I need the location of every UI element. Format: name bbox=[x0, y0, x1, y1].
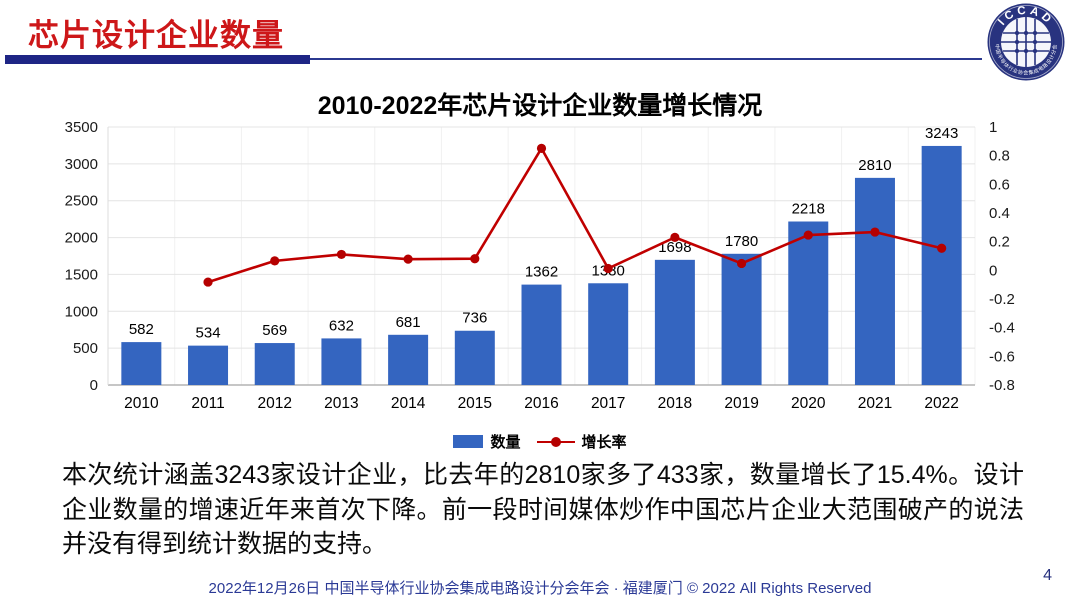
svg-text:582: 582 bbox=[129, 321, 154, 338]
chart-title: 2010-2022年芯片设计企业数量增长情况 bbox=[317, 92, 763, 120]
footer-text: 2022年12月26日 中国半导体行业协会集成电路设计分会年会 · 福建厦门 ©… bbox=[208, 580, 872, 597]
svg-text:0.8: 0.8 bbox=[989, 148, 1010, 165]
summary-paragraph: 本次统计涵盖3243家设计企业，比去年的2810家多了433家，数量增长了15.… bbox=[62, 461, 1024, 558]
svg-text:2014: 2014 bbox=[391, 395, 426, 412]
svg-text:0.4: 0.4 bbox=[989, 205, 1010, 222]
svg-text:2500: 2500 bbox=[65, 193, 98, 210]
svg-text:0: 0 bbox=[90, 377, 98, 394]
svg-text:-0.6: -0.6 bbox=[989, 348, 1015, 365]
header-underline-thick bbox=[5, 55, 310, 64]
line-series-swatch-icon bbox=[536, 436, 575, 447]
svg-text:3243: 3243 bbox=[925, 125, 958, 142]
svg-text:0: 0 bbox=[989, 262, 997, 279]
svg-text:681: 681 bbox=[396, 314, 421, 331]
legend-item-line: 增长率 bbox=[536, 431, 627, 452]
svg-text:2022: 2022 bbox=[924, 395, 958, 412]
legend-item-bar: 数量 bbox=[453, 431, 521, 452]
header-underline-thin bbox=[310, 58, 982, 60]
svg-text:2010: 2010 bbox=[124, 395, 159, 412]
svg-text:-0.8: -0.8 bbox=[989, 377, 1015, 394]
svg-text:1: 1 bbox=[989, 119, 997, 136]
bar-series-swatch-icon bbox=[453, 435, 484, 448]
svg-text:0.2: 0.2 bbox=[989, 234, 1010, 251]
svg-text:-0.2: -0.2 bbox=[989, 291, 1015, 308]
svg-text:1780: 1780 bbox=[725, 233, 758, 250]
svg-text:2019: 2019 bbox=[724, 395, 758, 412]
svg-text:1000: 1000 bbox=[65, 303, 98, 320]
svg-text:1698: 1698 bbox=[658, 239, 691, 256]
legend-label-growth-rate: 增长率 bbox=[581, 434, 627, 451]
svg-text:2017: 2017 bbox=[591, 395, 625, 412]
svg-text:534: 534 bbox=[196, 325, 221, 342]
svg-text:2810: 2810 bbox=[858, 157, 891, 174]
svg-text:2011: 2011 bbox=[191, 395, 224, 412]
legend-label-quantity: 数量 bbox=[490, 434, 521, 451]
svg-text:2020: 2020 bbox=[791, 395, 826, 412]
page-title: 芯片设计企业数量 bbox=[28, 18, 284, 53]
svg-text:500: 500 bbox=[73, 340, 98, 357]
svg-text:2218: 2218 bbox=[792, 201, 825, 218]
chart-legend: 数量 增长率 bbox=[0, 431, 1080, 452]
svg-text:1362: 1362 bbox=[525, 264, 558, 281]
svg-text:2015: 2015 bbox=[458, 395, 492, 412]
svg-text:632: 632 bbox=[329, 317, 354, 334]
svg-text:2013: 2013 bbox=[324, 395, 358, 412]
svg-text:2000: 2000 bbox=[65, 230, 98, 247]
chart-canvas: 0 500 1000 1500 2000 2500 3000 3500 1 0.8 0.6 0.4 0.… bbox=[65, 119, 1015, 412]
svg-text:3500: 3500 bbox=[65, 119, 98, 136]
svg-text:569: 569 bbox=[262, 322, 287, 339]
svg-text:3000: 3000 bbox=[65, 156, 98, 173]
page-number: 4 bbox=[1043, 567, 1052, 584]
svg-text:0.6: 0.6 bbox=[989, 176, 1010, 193]
svg-text:2021: 2021 bbox=[858, 395, 892, 412]
svg-text:2012: 2012 bbox=[257, 395, 291, 412]
svg-text:1500: 1500 bbox=[65, 266, 98, 283]
svg-text:736: 736 bbox=[462, 310, 487, 327]
iccad-logo-icon: ICCAD 中国半导体行业协会集成电路设计分会 bbox=[987, 3, 1065, 81]
svg-text:-0.4: -0.4 bbox=[989, 320, 1015, 337]
svg-text:2016: 2016 bbox=[524, 395, 558, 412]
svg-text:2018: 2018 bbox=[658, 395, 692, 412]
